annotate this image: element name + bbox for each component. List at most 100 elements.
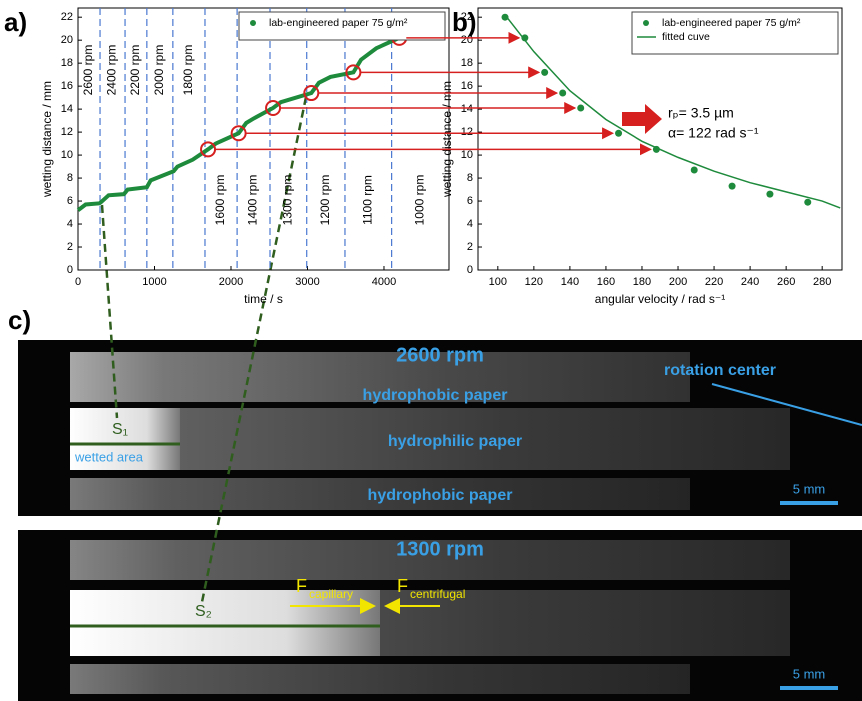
- x-tick-label: 4000: [372, 276, 396, 288]
- speed-label: 1100 rpm: [360, 175, 374, 225]
- speed-label: 2400 rpm: [105, 45, 119, 96]
- legend-marker: [643, 20, 649, 26]
- legend-box: [631, 11, 839, 55]
- y-tick-label: 8: [67, 172, 73, 184]
- y-tick-label: 8: [467, 172, 473, 184]
- y-tick-label: 6: [67, 195, 73, 207]
- data-point: [804, 198, 812, 206]
- data-point: [690, 166, 698, 174]
- legend-label: lab-engineered paper 75 g/m²: [269, 17, 408, 29]
- speed-label: 1000 rpm: [412, 175, 426, 226]
- annotation: α= 122 rad s⁻¹: [668, 125, 759, 141]
- strip: [70, 408, 790, 470]
- force-label: F: [296, 576, 307, 596]
- s1-label: S₁: [112, 421, 128, 438]
- x-tick-label: 180: [633, 276, 651, 288]
- y-tick-label: 4: [67, 218, 73, 230]
- wetted-region: [70, 590, 380, 656]
- data-point: [521, 34, 529, 42]
- speed-label: 2600 rpm: [396, 344, 484, 366]
- y-axis-label: wetting distance / mm: [440, 81, 454, 198]
- force-subscript: capillary: [309, 587, 353, 601]
- annotation: rₚ= 3.5 µm: [668, 105, 734, 121]
- y-tick-label: 12: [461, 126, 473, 138]
- y-tick-label: 22: [61, 11, 73, 23]
- y-tick-label: 14: [461, 103, 473, 115]
- series-line: [76, 15, 438, 212]
- x-axis-label: time / s: [244, 292, 283, 306]
- region-label: hydrophobic paper: [368, 487, 513, 504]
- scale-bar-label: 5 mm: [793, 666, 826, 681]
- y-tick-label: 14: [61, 103, 73, 115]
- photo-panel: c) 2600 rpm hydrophobic paper hydrophili…: [8, 96, 862, 701]
- y-tick-label: 22: [461, 11, 473, 23]
- y-tick-label: 2: [467, 241, 473, 253]
- x-tick-label: 280: [813, 276, 831, 288]
- speed-label: 2200 rpm: [128, 45, 142, 96]
- series-line: [506, 16, 841, 209]
- y-tick-label: 18: [61, 57, 73, 69]
- force-subscript: centrifugal: [410, 587, 465, 601]
- connector: [100, 204, 119, 419]
- speed-label: 2000 rpm: [152, 45, 166, 96]
- wetted-area-label: wetted area: [74, 449, 144, 464]
- x-tick-label: 260: [777, 276, 795, 288]
- y-tick-label: 18: [461, 57, 473, 69]
- rotation-center-pointer: [711, 383, 862, 426]
- data-point: [501, 13, 509, 21]
- y-tick-label: 20: [61, 34, 73, 46]
- y-tick-label: 16: [61, 80, 73, 92]
- strip: [70, 540, 790, 580]
- s2-label: S₂: [195, 603, 212, 620]
- legend-marker: [250, 20, 256, 26]
- x-tick-label: 2000: [219, 276, 243, 288]
- y-tick-label: 10: [61, 149, 73, 161]
- speed-label: 2600 rpm: [81, 45, 95, 96]
- y-tick-label: 20: [461, 34, 473, 46]
- data-point: [559, 89, 567, 97]
- plot-area: [77, 7, 450, 271]
- legend-label: fitted cuve: [662, 31, 710, 43]
- y-tick-label: 12: [61, 126, 73, 138]
- speed-label: 1300 rpm: [281, 175, 295, 226]
- y-tick-label: 4: [467, 218, 473, 230]
- speed-label: 1400 rpm: [246, 175, 260, 226]
- y-tick-label: 2: [67, 241, 73, 253]
- strip: [70, 478, 690, 510]
- region-label: hydrophilic paper: [388, 433, 522, 450]
- y-tick-label: 0: [467, 264, 473, 276]
- y-tick-label: 10: [461, 149, 473, 161]
- data-point: [766, 190, 774, 198]
- strip: [70, 664, 690, 694]
- legend-label: lab-engineered paper 75 g/m²: [662, 17, 801, 29]
- x-tick-label: 1000: [142, 276, 166, 288]
- data-point: [615, 129, 623, 137]
- data-point: [541, 68, 549, 76]
- wetted-region: [70, 408, 180, 470]
- plot-area: [477, 7, 843, 271]
- region-label: hydrophobic paper: [363, 387, 508, 404]
- speed-label: 1600 rpm: [213, 175, 227, 226]
- big-arrow: [622, 104, 662, 134]
- speed-label: 1800 rpm: [181, 45, 195, 96]
- strip: [70, 352, 690, 402]
- speed-label: 1200 rpm: [318, 175, 332, 226]
- data-point: [577, 104, 585, 112]
- x-tick-label: 240: [741, 276, 759, 288]
- y-axis-label: wetting distance / mm: [40, 81, 54, 198]
- scale-bar-label: 5 mm: [793, 481, 826, 496]
- force-label: F: [397, 576, 408, 596]
- x-tick-label: 220: [705, 276, 723, 288]
- panel-label: c): [8, 305, 31, 335]
- x-tick-label: 100: [489, 276, 507, 288]
- x-tick-label: 160: [597, 276, 615, 288]
- connector: [200, 96, 308, 603]
- speed-label: 1300 rpm: [396, 538, 484, 560]
- x-tick-label: 3000: [295, 276, 319, 288]
- rotation-center-label: rotation center: [664, 362, 776, 379]
- y-tick-label: 0: [67, 264, 73, 276]
- legend-box: [238, 11, 446, 41]
- x-axis-label: angular velocity / rad s⁻¹: [595, 292, 725, 306]
- x-tick-label: 200: [669, 276, 687, 288]
